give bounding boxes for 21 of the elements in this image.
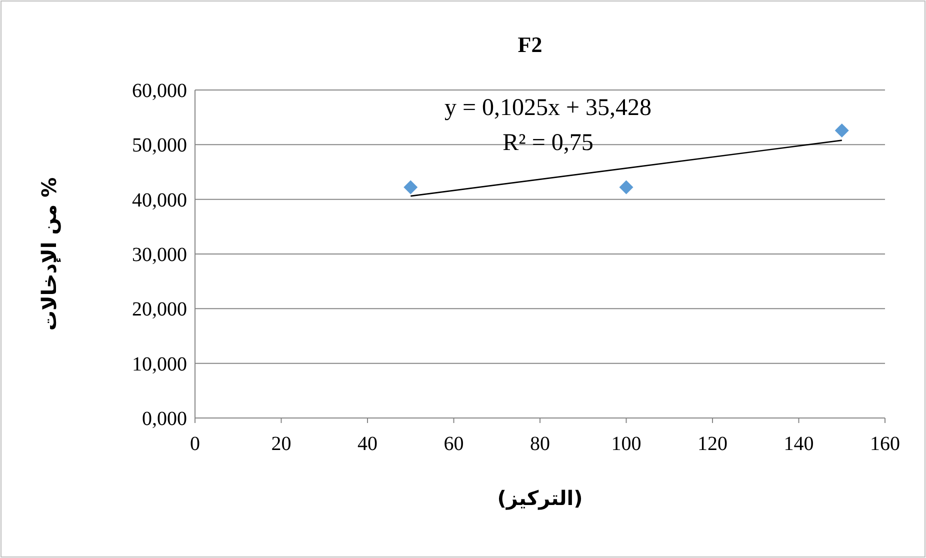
x-tick-label: 100 bbox=[611, 433, 642, 455]
annotation: y = 0,1025x + 35,428 bbox=[444, 95, 652, 121]
y-tick-label: 0,000 bbox=[142, 408, 187, 430]
chart-title: F2 bbox=[518, 32, 542, 57]
y-tick-label: 60,000 bbox=[132, 80, 187, 102]
x-tick-label: 40 bbox=[358, 433, 378, 455]
x-tick-label: 160 bbox=[870, 433, 900, 455]
x-tick-label: 80 bbox=[530, 433, 550, 455]
x-tick-label: 120 bbox=[698, 433, 728, 455]
annotation: R² = 0,75 bbox=[502, 130, 594, 156]
y-tick-label: 10,000 bbox=[132, 353, 187, 376]
y-axis-title: % من الإدخالات bbox=[37, 177, 61, 331]
y-tick-label: 50,000 bbox=[132, 134, 187, 157]
y-tick-label: 30,000 bbox=[132, 244, 187, 266]
x-tick-label: 20 bbox=[271, 433, 292, 455]
x-tick-label: 140 bbox=[784, 433, 814, 455]
y-tick-label: 20,000 bbox=[132, 298, 187, 321]
x-axis-title: (التركيز) bbox=[497, 486, 583, 510]
x-tick-label: 0 bbox=[190, 433, 200, 455]
y-tick-label: 40,000 bbox=[132, 189, 187, 212]
x-tick-label: 60 bbox=[444, 433, 464, 455]
